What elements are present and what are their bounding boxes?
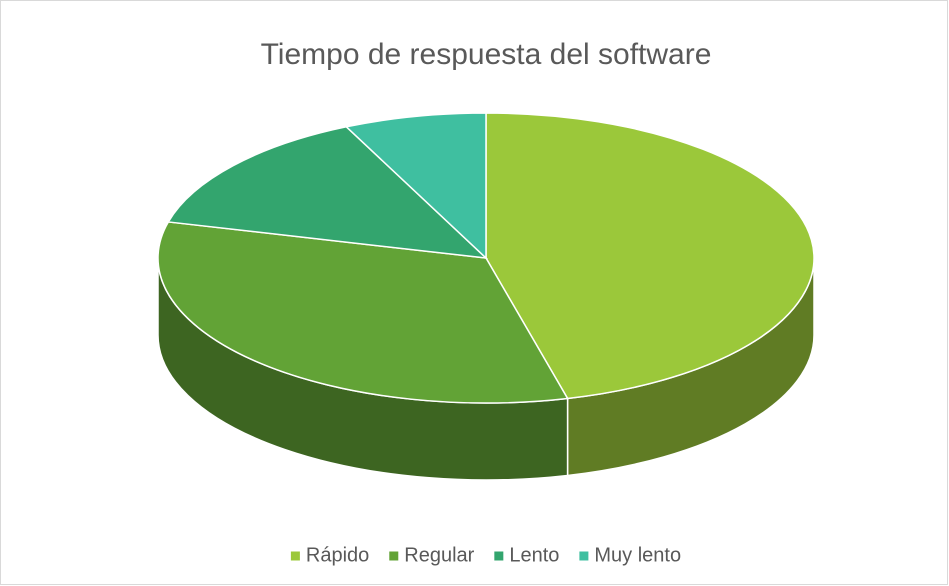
pie-slice [485,112,815,400]
legend-marker [494,551,504,561]
pie-slice [344,112,487,260]
pie-slice [157,221,569,404]
chart-title: Tiempo de respuesta del software [261,38,712,71]
legend-label: Regular [404,544,474,566]
legend: Rápido Regular Lento Muy lento [290,544,681,566]
legend-marker [389,551,399,561]
legend-label: Muy lento [594,544,681,566]
legend-marker [579,551,589,561]
legend-label: Rápido [306,544,369,566]
pie-tops [157,112,815,404]
pie-slice [167,125,489,259]
legend-marker [290,551,300,561]
legend-label: Lento [509,544,559,566]
